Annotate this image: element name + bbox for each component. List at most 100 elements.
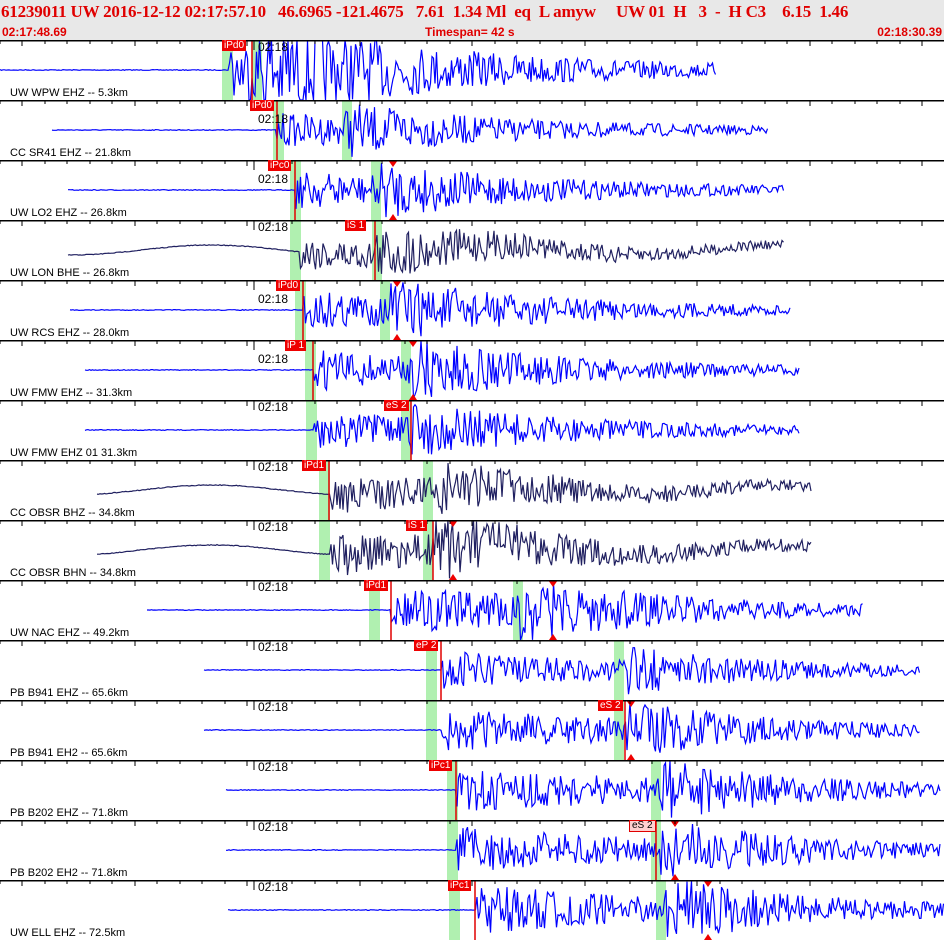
phase-pick-label[interactable]: eS 2 — [598, 700, 623, 711]
time-label: 02:18 — [258, 880, 289, 894]
channel-row[interactable]: 02:18 iPc1 UW ELL EHZ -- 72.5km — [0, 880, 944, 940]
channel-label: UW LON BHE -- 26.8km — [10, 267, 130, 279]
time-label: 02:18 — [258, 40, 289, 54]
channel-row[interactable]: 02:18 iS 1 CC OBSR BHN -- 34.8km — [0, 520, 944, 580]
time-label: 02:18 — [258, 352, 289, 366]
channel-row[interactable]: 02:18 iPd0 UW WPW EHZ -- 5.3km — [0, 40, 944, 100]
phase-pick-label[interactable]: eP 2 — [414, 640, 439, 651]
p-window — [273, 100, 284, 160]
amplitude-marker-icon — [392, 280, 402, 287]
waveform-plot — [0, 160, 944, 220]
waveform-trace — [203, 702, 920, 753]
time-label: 02:18 — [258, 220, 289, 234]
waveform-plot — [0, 880, 944, 940]
channel-row[interactable]: 02:18 eS 2 PB B941 EH2 -- 65.6km — [0, 700, 944, 760]
phase-pick-label[interactable]: iPd1 — [302, 460, 327, 471]
phase-pick-label[interactable]: iPd1 — [364, 580, 389, 591]
amplitude-marker-icon — [408, 340, 418, 347]
time-label: 02:18 — [258, 580, 289, 594]
amplitude-marker-icon — [703, 880, 713, 887]
amplitude-marker-icon — [626, 700, 636, 707]
phase-pick-label[interactable]: iPc1 — [448, 880, 472, 891]
phase-pick-label[interactable]: iP 1 — [285, 340, 307, 351]
amplitude-marker-icon — [671, 874, 679, 880]
time-label: 02:18 — [258, 460, 289, 474]
phase-pick-label[interactable]: iPd0 — [222, 40, 247, 51]
waveform-plot — [0, 220, 944, 280]
s-window — [342, 100, 352, 160]
waveform-plot — [0, 100, 944, 160]
channel-label: UW WPW EHZ -- 5.3km — [10, 87, 128, 99]
start-time: 02:17:48.69 — [2, 25, 67, 39]
waveform-plot — [0, 760, 944, 820]
waveform-plot — [0, 640, 944, 700]
channel-row[interactable]: 02:18 iPd0 UW RCS EHZ -- 28.0km — [0, 280, 944, 340]
p-window — [319, 460, 330, 520]
waveform-plot — [0, 40, 944, 100]
waveform-trace — [147, 582, 863, 640]
waveform-trace — [0, 40, 717, 100]
waveform-plot — [0, 580, 944, 640]
event-summary: 61239011 UW 2016-12-12 02:17:57.10 46.69… — [1, 2, 849, 21]
amplitude-marker-icon — [393, 334, 401, 340]
waveform-trace — [225, 760, 941, 818]
channel-row[interactable]: 02:18 iPd1 CC OBSR BHZ -- 34.8km — [0, 460, 944, 520]
channel-label: PB B202 EH2 -- 71.8km — [10, 867, 128, 879]
waveform-trace — [84, 403, 800, 455]
channel-row[interactable]: 02:18 eS 2 UW FMW EHZ 01 31.3km — [0, 400, 944, 460]
amplitude-marker-icon — [389, 214, 397, 220]
waveform-plot — [0, 520, 944, 580]
amplitude-marker-icon — [409, 394, 417, 400]
channel-row[interactable]: 02:18 iP 1 UW FMW EHZ -- 31.3km — [0, 340, 944, 400]
phase-pick-label[interactable]: iS 1 — [345, 220, 367, 231]
phase-pick-label[interactable]: iPd0 — [276, 280, 301, 291]
time-label: 02:18 — [258, 820, 289, 834]
channel-row[interactable]: 02:18 iPd0 CC SR41 EHZ -- 21.8km — [0, 100, 944, 160]
channel-label: UW ELL EHZ -- 72.5km — [10, 927, 126, 939]
waveform-plot — [0, 700, 944, 760]
waveform-trace — [97, 520, 812, 579]
channel-label: UW LO2 EHZ -- 26.8km — [10, 207, 127, 219]
s-window — [401, 340, 411, 400]
p-window — [319, 520, 330, 580]
end-time: 02:18:30.39 — [877, 25, 942, 39]
phase-pick-label[interactable]: iPc0 — [268, 160, 292, 171]
channel-row[interactable]: 02:18 iPc0 UW LO2 EHZ -- 26.8km — [0, 160, 944, 220]
waveform-plot — [0, 340, 944, 400]
phase-pick-label[interactable]: eS 2 — [384, 400, 409, 411]
phase-pick-label[interactable]: iPd0 — [250, 100, 275, 111]
time-label: 02:18 — [258, 400, 289, 414]
waveform-trace — [67, 228, 784, 274]
s-window — [380, 280, 390, 340]
waveform-trace — [203, 647, 921, 695]
channel-label: CC OBSR BHZ -- 34.8km — [10, 507, 135, 519]
channel-row[interactable]: 02:18 iS 1 UW LON BHE -- 26.8km — [0, 220, 944, 280]
time-label: 02:18 — [258, 520, 289, 534]
channel-row[interactable]: 02:18 eS 2 PB B202 EH2 -- 71.8km — [0, 820, 944, 880]
event-header: 61239011 UW 2016-12-12 02:17:57.10 46.69… — [0, 0, 944, 40]
time-label: 02:18 — [258, 700, 289, 714]
time-label: 02:18 — [258, 292, 289, 306]
time-label: 02:18 — [258, 640, 289, 654]
phase-pick-label[interactable]: iS 1 — [406, 520, 428, 531]
amplitude-marker-icon — [704, 934, 712, 940]
amplitude-marker-icon — [548, 580, 558, 587]
channel-label: UW FMW EHZ -- 31.3km — [10, 387, 133, 399]
time-label: 02:18 — [258, 172, 289, 186]
channel-row[interactable]: 02:18 eP 2 PB B941 EHZ -- 65.6km — [0, 640, 944, 700]
channel-row[interactable]: 02:18 iPd1 UW NAC EHZ -- 49.2km — [0, 580, 944, 640]
s-window — [401, 400, 411, 460]
seismogram-panel[interactable]: 02:18 iPd0 UW WPW EHZ -- 5.3km 02:18 iPd0 CC … — [0, 40, 944, 940]
amplitude-marker-icon — [388, 160, 398, 167]
waveform-trace — [51, 104, 769, 157]
channel-label: UW RCS EHZ -- 28.0km — [10, 327, 130, 339]
channel-row[interactable]: 02:18 iPc1 PB B202 EHZ -- 71.8km — [0, 760, 944, 820]
waveform-trace — [227, 880, 944, 937]
amplitude-marker-icon — [627, 754, 635, 760]
p-window — [290, 220, 301, 280]
waveform-trace — [69, 282, 791, 337]
phase-pick-label[interactable]: iPc1 — [429, 760, 453, 771]
phase-pick-label[interactable]: eS 2 — [629, 820, 656, 832]
s-window — [614, 640, 624, 700]
s-window — [372, 220, 382, 280]
